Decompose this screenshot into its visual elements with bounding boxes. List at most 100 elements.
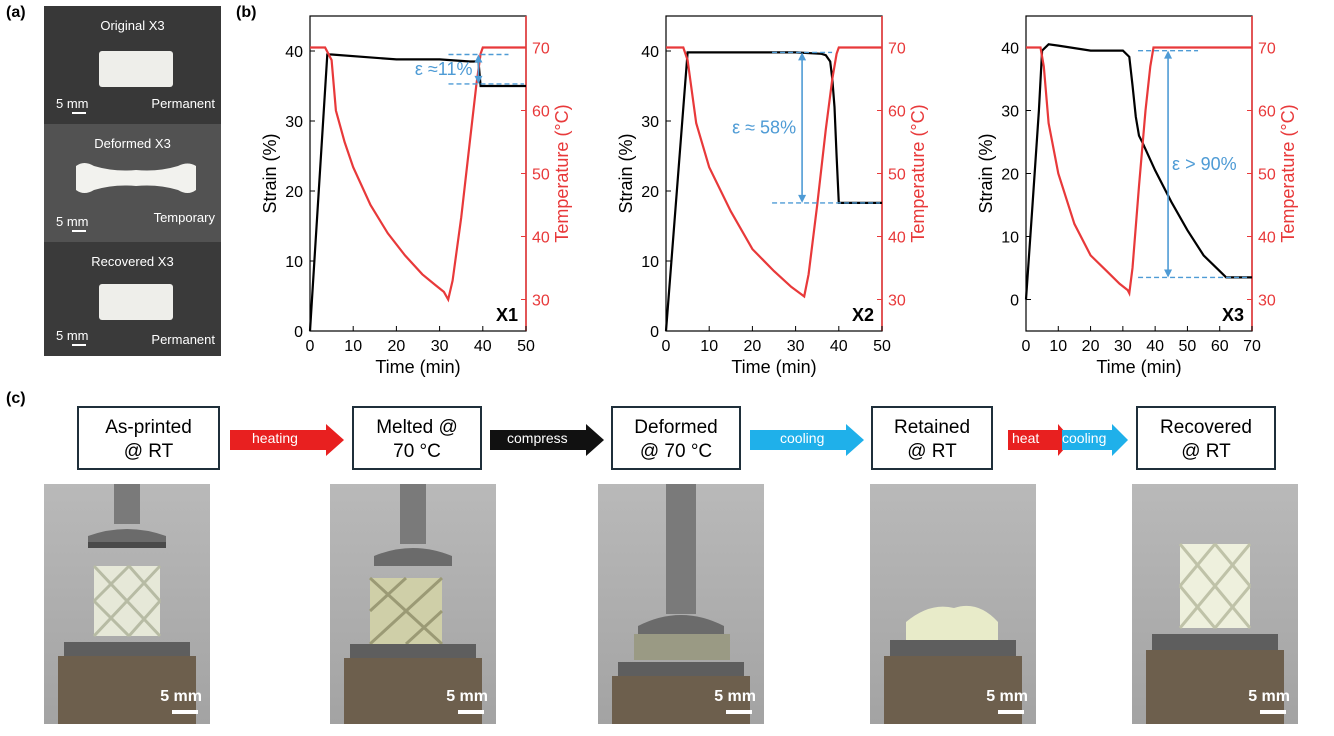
compression-rig-illustration bbox=[344, 484, 482, 724]
step-line1: Recovered bbox=[1160, 417, 1252, 438]
photo-as-printed: 5 mm bbox=[44, 484, 210, 724]
y2-tick-label: 50 bbox=[888, 167, 906, 184]
sample-state: Permanent bbox=[151, 332, 215, 347]
scale-label: 5 mm bbox=[1248, 688, 1290, 705]
y2-axis-label: Temperature (°C) bbox=[908, 104, 928, 242]
temperature-series-line bbox=[310, 46, 526, 303]
y-tick-label: 0 bbox=[294, 324, 303, 341]
x-tick-label: 70 bbox=[1243, 338, 1261, 355]
arrow-compress-icon bbox=[490, 424, 604, 456]
y-tick-label: 0 bbox=[650, 324, 659, 341]
arrow-head-up-icon bbox=[1164, 50, 1173, 59]
scale-label: 5 mm bbox=[160, 688, 202, 705]
y2-tick-label: 60 bbox=[532, 104, 550, 121]
y2-tick-label: 70 bbox=[1258, 41, 1276, 58]
x-tick-label: 40 bbox=[474, 338, 492, 355]
step-recovered: Recovered @ RT bbox=[1136, 406, 1276, 470]
scale-bar bbox=[998, 710, 1024, 714]
x-tick-label: 10 bbox=[700, 338, 718, 355]
chart-x1: 0 10 20 30 40 50 0 10 20 30 40 30 40 50 60 70 Time (min)… bbox=[260, 15, 572, 377]
y2-tick-label: 40 bbox=[532, 230, 550, 247]
y2-tick-label: 30 bbox=[1258, 293, 1276, 310]
y2-axis-label: Temperature (°C) bbox=[1278, 104, 1298, 242]
arrow-compress-label: compress bbox=[507, 430, 568, 446]
y-axis-label: Strain (%) bbox=[976, 133, 996, 213]
temperature-series-line bbox=[1026, 46, 1252, 297]
arrow-heating-label: heating bbox=[252, 430, 298, 446]
x-tick-label: 0 bbox=[306, 338, 315, 355]
step-line2: @ RT bbox=[907, 441, 957, 462]
arrow-head-up-icon bbox=[798, 52, 807, 61]
step-line1: Retained bbox=[893, 417, 971, 438]
strain-series-line bbox=[1024, 43, 1252, 300]
arrow-cooling-label: cooling bbox=[1062, 430, 1107, 446]
sample-recovered: Recovered X3 5 mm Permanent bbox=[44, 242, 221, 356]
step-line2: @ 70 °C bbox=[639, 441, 713, 462]
y2-tick-label: 50 bbox=[1258, 167, 1276, 184]
x-tick-label: 10 bbox=[344, 338, 362, 355]
panel-c-letter: (c) bbox=[6, 390, 26, 407]
photo-retained: 5 mm bbox=[870, 484, 1036, 724]
y2-tick-label: 70 bbox=[888, 41, 906, 58]
sample-original: Original X3 5 mm Permanent bbox=[44, 6, 221, 124]
y2-tick-label: 40 bbox=[888, 230, 906, 247]
y2-tick-label: 60 bbox=[1258, 104, 1276, 121]
arrow-heat-cooling-icon bbox=[1008, 424, 1128, 456]
x-tick-label: 30 bbox=[431, 338, 449, 355]
arrow-heat-label: heat bbox=[1012, 430, 1040, 446]
x-axis-label: Time (min) bbox=[1096, 357, 1181, 377]
sample-label: X3 bbox=[1222, 305, 1244, 325]
scale-label: 5 mm bbox=[986, 688, 1028, 705]
x-tick-label: 40 bbox=[1146, 338, 1164, 355]
step-as-printed: As-printed @ RT bbox=[77, 406, 220, 470]
x-axis-label: Time (min) bbox=[731, 357, 816, 377]
strain-series-line bbox=[664, 51, 882, 332]
y-tick-label: 20 bbox=[641, 184, 659, 201]
x-tick-label: 50 bbox=[873, 338, 891, 355]
x-tick-label: 50 bbox=[517, 338, 535, 355]
photo-recovered: 5 mm bbox=[1132, 484, 1298, 724]
chart-x3: 0 10 20 30 40 50 60 70 0 10 20 30 40 30 40 50 60 70 Time (… bbox=[976, 15, 1298, 377]
arrow-head-down-icon bbox=[798, 194, 807, 203]
sample-deformed: Deformed X3 5 mm Temporary bbox=[44, 124, 221, 242]
panel-b-letter: (b) bbox=[236, 4, 257, 21]
y-tick-label: 40 bbox=[285, 44, 303, 61]
step-line2: @ RT bbox=[1181, 441, 1231, 462]
scale-label: 5 mm bbox=[446, 688, 488, 705]
sample-state: Temporary bbox=[153, 210, 215, 225]
y2-tick-label: 40 bbox=[1258, 230, 1276, 247]
arrow-head-up-icon bbox=[474, 54, 483, 63]
arrow-cooling-label: cooling bbox=[780, 430, 825, 446]
x-tick-label: 0 bbox=[662, 338, 671, 355]
x-tick-label: 10 bbox=[1049, 338, 1067, 355]
x-tick-label: 20 bbox=[388, 338, 406, 355]
step-line2: 70 °C bbox=[393, 441, 441, 462]
x-tick-label: 30 bbox=[1114, 338, 1132, 355]
y-tick-label: 10 bbox=[1001, 230, 1019, 247]
sample-title: Original X3 bbox=[100, 18, 165, 33]
sample-title: Deformed X3 bbox=[94, 136, 171, 151]
arrow-cooling-icon bbox=[750, 424, 864, 456]
sample-specimen bbox=[99, 51, 173, 87]
step-line2: @ RT bbox=[123, 441, 174, 462]
y-tick-label: 30 bbox=[285, 114, 303, 131]
deformed-specimen bbox=[76, 163, 196, 193]
sample-title: Recovered X3 bbox=[91, 254, 174, 269]
y-tick-label: 40 bbox=[641, 44, 659, 61]
scale-bar bbox=[72, 230, 86, 232]
compression-rig-illustration bbox=[1146, 543, 1284, 724]
strain-recovery-label: ε ≈11% bbox=[415, 59, 473, 79]
y2-tick-label: 50 bbox=[532, 167, 550, 184]
sample-state: Permanent bbox=[151, 96, 215, 111]
scale-label: 5 mm bbox=[56, 328, 89, 343]
strain-recovery-label: ε > 90% bbox=[1172, 154, 1237, 174]
y-tick-label: 10 bbox=[641, 254, 659, 271]
y2-axis-label: Temperature (°C) bbox=[552, 104, 572, 242]
step-line1: Melted @ bbox=[376, 417, 458, 438]
x-tick-label: 20 bbox=[744, 338, 762, 355]
y2-tick-label: 70 bbox=[532, 41, 550, 58]
sample-label: X1 bbox=[496, 305, 518, 325]
arrow-head-down-icon bbox=[1164, 269, 1173, 278]
photo-deformed: 5 mm bbox=[598, 484, 764, 724]
scale-label: 5 mm bbox=[56, 96, 89, 111]
